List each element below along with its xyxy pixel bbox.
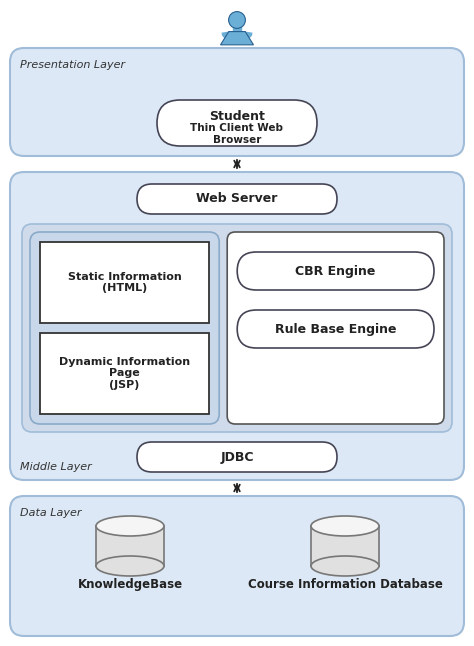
Text: Web Server: Web Server [196, 193, 278, 205]
Ellipse shape [96, 556, 164, 576]
Text: Middle Layer: Middle Layer [20, 462, 92, 472]
Bar [233, 27, 241, 32]
Ellipse shape [96, 516, 164, 536]
FancyBboxPatch shape [227, 232, 444, 424]
Bar [40, 333, 209, 414]
Ellipse shape [311, 556, 379, 576]
FancyBboxPatch shape [10, 48, 464, 156]
Text: Dynamic Information
Page
(JSP): Dynamic Information Page (JSP) [59, 357, 190, 390]
FancyBboxPatch shape [237, 310, 434, 348]
Ellipse shape [311, 516, 379, 536]
FancyBboxPatch shape [157, 100, 317, 146]
FancyBboxPatch shape [10, 496, 464, 636]
Text: Presentation Layer: Presentation Layer [20, 60, 125, 70]
Text: CBR Engine: CBR Engine [295, 264, 376, 278]
FancyBboxPatch shape [137, 442, 337, 472]
Polygon shape [220, 32, 254, 45]
Text: Data Layer: Data Layer [20, 508, 82, 518]
Text: Thin Client Web
Browser: Thin Client Web Browser [191, 123, 283, 145]
Circle shape [228, 12, 246, 28]
Text: JDBC: JDBC [220, 450, 254, 463]
FancyBboxPatch shape [237, 252, 434, 290]
Text: Static Information
(HTML): Static Information (HTML) [68, 272, 182, 293]
FancyBboxPatch shape [22, 224, 452, 432]
Text: KnowledgeBase: KnowledgeBase [77, 578, 182, 591]
FancyBboxPatch shape [10, 172, 464, 480]
Text: Rule Base Engine: Rule Base Engine [275, 322, 396, 335]
Bar [96, 526, 164, 566]
Bar [40, 242, 209, 323]
Bar [311, 526, 379, 566]
FancyBboxPatch shape [30, 232, 219, 424]
Text: Course Information Database: Course Information Database [247, 578, 442, 591]
Text: Student: Student [209, 110, 265, 123]
FancyBboxPatch shape [137, 184, 337, 214]
